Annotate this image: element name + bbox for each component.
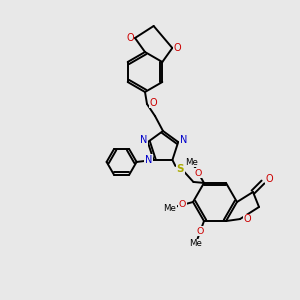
Text: N: N [145,155,152,165]
Text: O: O [265,174,273,184]
Text: O: O [243,214,251,224]
Text: N: N [140,135,148,145]
Text: Me: Me [186,158,198,167]
Text: O: O [179,200,186,209]
Text: O: O [149,98,157,108]
Text: S: S [177,164,184,174]
Text: O: O [196,227,204,236]
Text: N: N [179,135,187,145]
Text: Me: Me [164,204,176,213]
Text: O: O [173,43,181,53]
Text: Me: Me [189,239,202,248]
Text: O: O [195,169,202,178]
Text: O: O [126,33,134,43]
